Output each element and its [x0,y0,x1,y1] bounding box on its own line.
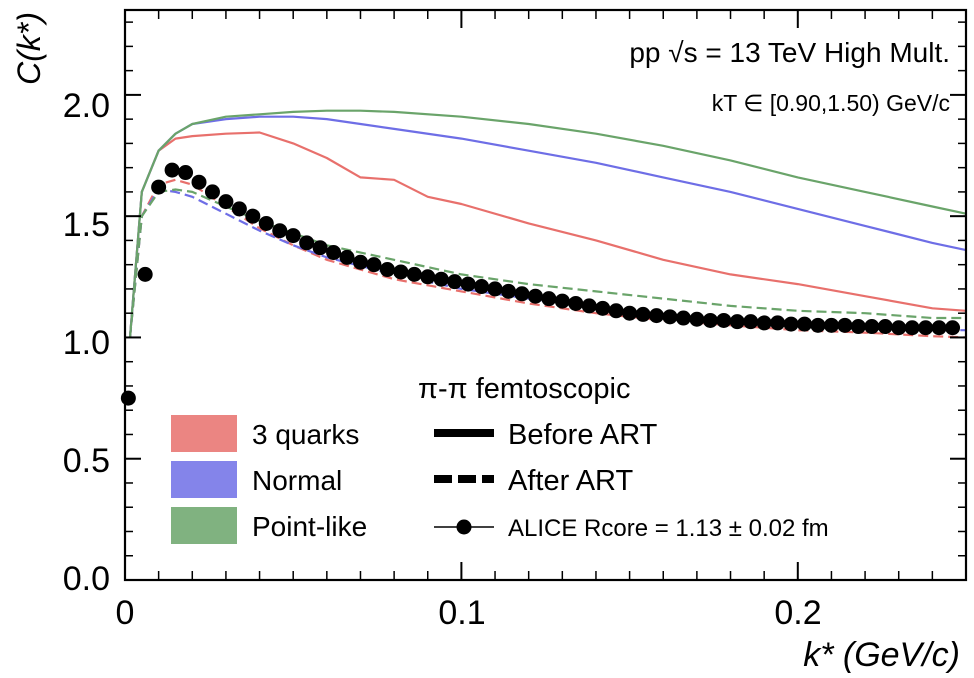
legend-marker-data [456,519,472,535]
data-point [339,249,355,265]
data-point [285,228,301,244]
ticks-layer [124,10,966,581]
data-point [635,306,651,322]
ytick-label-3: 1.5 [63,206,110,244]
data-point [554,293,570,309]
data-point [837,317,853,333]
legend-title: π-π femtoscopic [418,373,630,405]
data-point [945,320,961,336]
data-point [608,303,624,319]
data-point [299,235,315,251]
data-point [581,298,597,314]
data-point [797,316,813,332]
data-point [527,288,543,304]
legend-label-data: ALICE Rcore = 1.13 ± 0.02 fm [508,515,829,542]
data-point [460,276,476,292]
data-point [420,269,436,285]
x-axis-title: k* (GeV/c) [803,636,960,674]
kt-range-annotation: kT ∈ [0.90,1.50) GeV/c [712,90,950,116]
data-point [500,283,516,299]
data-point [393,264,409,280]
data-point [164,162,180,178]
y-axis-title: C(k*) [11,12,47,85]
data-point [204,184,220,200]
data-point [770,315,786,331]
data-point [891,320,907,336]
data-point [904,320,920,336]
data-point [743,314,759,330]
data-point [178,165,194,181]
data-point [675,310,691,326]
legend-swatch-point-like [171,507,237,544]
data-point [729,314,745,330]
markers-layer [120,162,961,406]
series-line-2 [128,109,967,338]
legend-label-point-like: Point-like [252,511,367,542]
data-point [379,262,395,278]
data-point [622,305,638,321]
data-point [326,245,342,261]
data-point [191,174,207,190]
data-point [352,254,368,270]
legend-label-3-quarks: 3 quarks [252,419,359,450]
data-point [918,320,934,336]
data-point [595,300,611,316]
ytick-label-2: 1.0 [63,324,110,362]
system-annotation: pp √s = 13 TeV High Mult. [629,37,950,68]
series-line-3 [128,178,967,339]
data-point [120,390,136,406]
legend-swatch-3-quarks [171,415,237,452]
data-point [541,291,557,307]
data-point [702,312,718,328]
data-point [433,271,449,287]
data-point [258,215,274,231]
data-point [756,315,772,331]
data-point [137,266,153,282]
legend-swatch-normal [171,461,237,498]
plot-frame [123,8,968,582]
ytick-label-0: 0.0 [63,560,110,598]
ytick-label-1: 0.5 [63,442,110,480]
xtick-label-2: 0.2 [774,594,821,632]
data-point [406,266,422,282]
data-point [864,319,880,335]
legend-label-before-art: Before ART [508,419,658,451]
data-point [474,279,490,295]
data-point [272,223,288,239]
legend-styles: Before ART After ART ALICE Rcore = 1.13 … [434,419,829,542]
series-line-5 [128,188,966,338]
data-point [689,311,705,327]
xtick-label-0: 0 [116,594,135,632]
data-point [366,257,382,273]
series-line-0 [128,131,967,338]
data-point [810,317,826,333]
data-point [218,194,234,210]
data-point [783,316,799,332]
data-point [716,312,732,328]
data-point [245,208,261,224]
xtick-label-1: 0.1 [438,594,485,632]
data-point [568,295,584,311]
data-point [823,317,839,333]
data-point [312,240,328,256]
legend-models: 3 quarks Normal Point-like [171,415,367,544]
data-point [662,309,678,325]
legend-label-normal: Normal [252,465,342,496]
data-point [850,319,866,335]
data-point [514,286,530,302]
data-point [649,308,665,324]
data-point [447,274,463,290]
data-point [877,319,893,335]
data-point [231,201,247,217]
data-point [931,320,947,336]
legend-label-after-art: After ART [508,465,633,497]
data-point [487,281,503,297]
data-point [151,179,167,195]
ytick-label-4: 2.0 [63,87,110,125]
